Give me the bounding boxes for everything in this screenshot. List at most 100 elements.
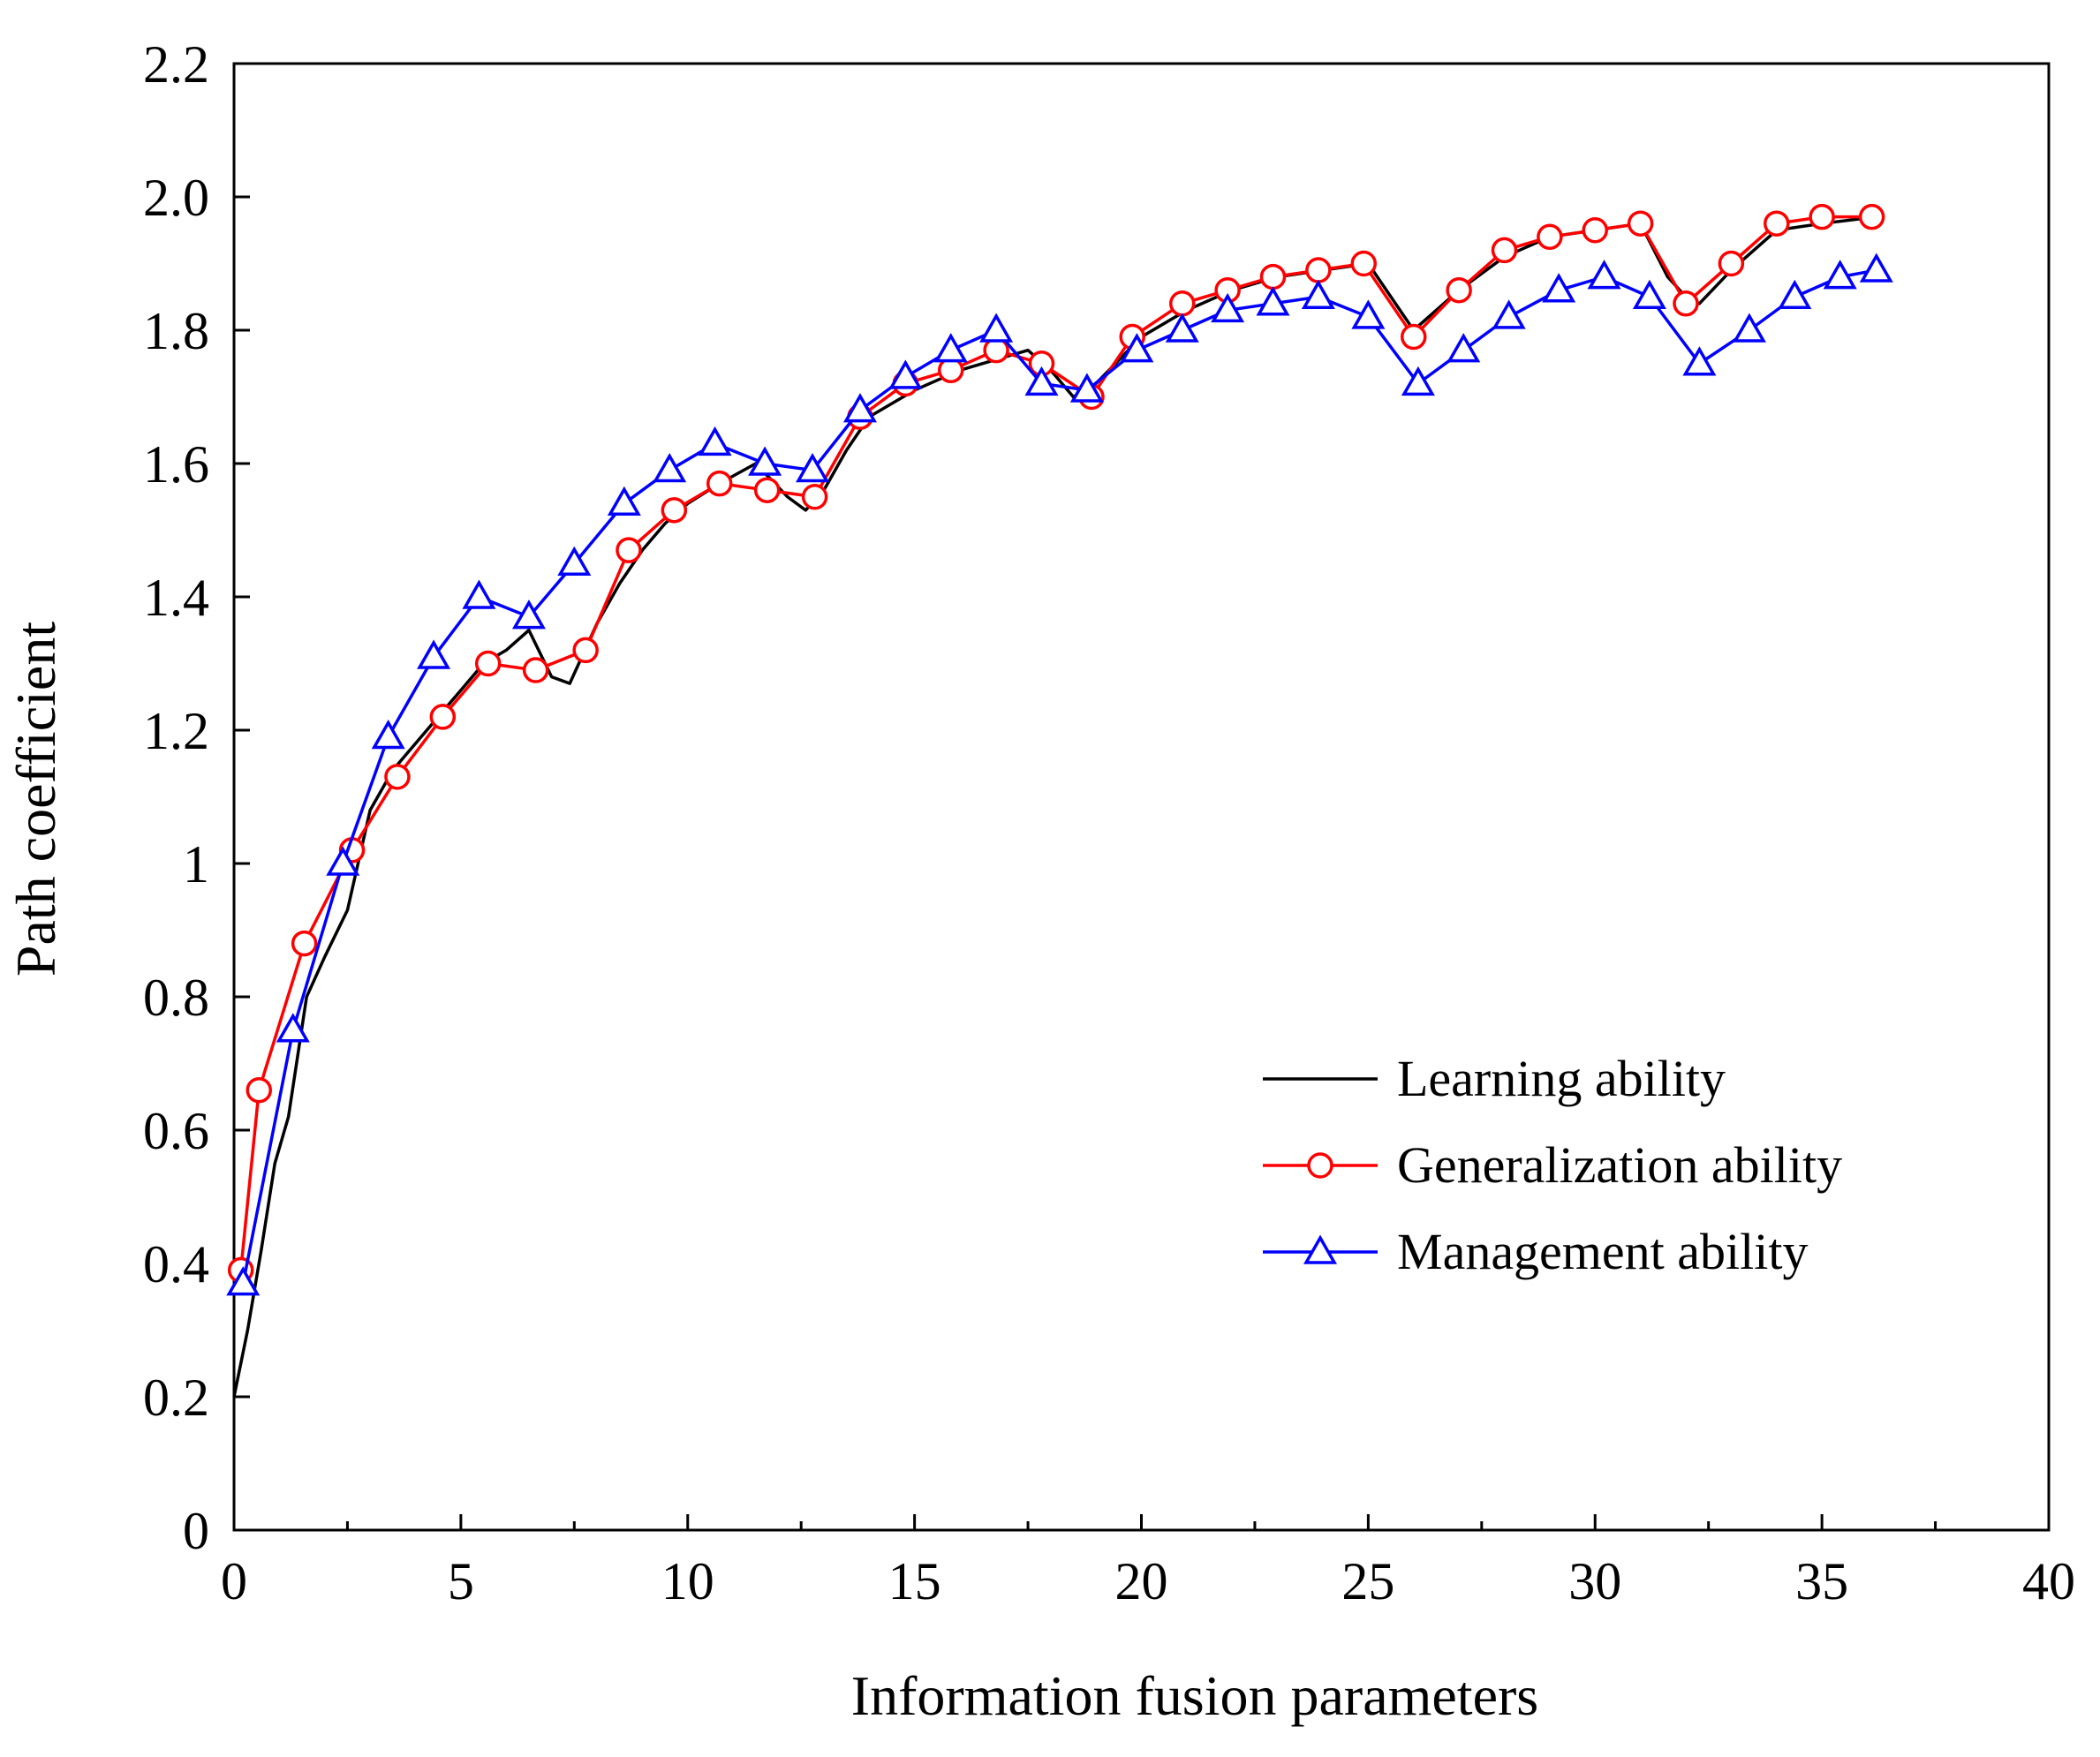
data-point-triangle bbox=[979, 313, 1014, 343]
data-point-triangle bbox=[1256, 286, 1290, 316]
legend-marker-swatch bbox=[1303, 1234, 1338, 1264]
data-point-triangle bbox=[1778, 279, 1812, 309]
data-point-circle bbox=[1673, 290, 1699, 317]
x-tick-label: 20 bbox=[1115, 1552, 1168, 1610]
x-tick-label: 40 bbox=[2022, 1552, 2075, 1610]
data-point-circle bbox=[1305, 257, 1332, 283]
data-point-circle bbox=[572, 637, 599, 664]
data-point-circle bbox=[616, 537, 642, 563]
data-point-triangle bbox=[1587, 260, 1621, 290]
x-tick-label: 30 bbox=[1568, 1552, 1621, 1610]
data-point-triangle bbox=[1069, 373, 1104, 403]
legend-marker-swatch bbox=[1307, 1152, 1333, 1179]
x-tick-label: 0 bbox=[221, 1552, 247, 1610]
data-point-circle bbox=[1168, 290, 1196, 317]
data-point-circle bbox=[429, 704, 457, 730]
y-tick-label: 0.4 bbox=[143, 1235, 209, 1293]
data-point-triangle bbox=[1401, 366, 1435, 396]
data-point-circle bbox=[246, 1076, 273, 1104]
data-point-circle bbox=[474, 650, 502, 677]
legend: Learning ability Generalization ability Ma… bbox=[1263, 1050, 1842, 1280]
data-point-triangle bbox=[1351, 299, 1386, 329]
y-tick-label: 1.4 bbox=[143, 569, 209, 627]
data-point-circle bbox=[661, 497, 688, 524]
data-point-circle bbox=[522, 657, 549, 683]
data-point-triangle bbox=[511, 599, 546, 630]
data-point-triangle bbox=[1823, 260, 1857, 290]
data-point-triangle bbox=[888, 359, 923, 389]
data-point-triangle bbox=[276, 1013, 310, 1043]
data-point-circle bbox=[1446, 276, 1472, 304]
y-tick-label: 0.8 bbox=[143, 969, 209, 1027]
data-point-circle bbox=[1259, 263, 1287, 290]
legend-entry: Generalization ability bbox=[1263, 1136, 1842, 1194]
data-point-circle bbox=[1401, 323, 1427, 351]
data-point-circle bbox=[706, 470, 733, 497]
data-point-circle bbox=[753, 477, 781, 503]
data-point-triangle bbox=[557, 546, 592, 576]
legend-entry: Learning ability bbox=[1263, 1050, 1726, 1107]
legend-entry: Management ability bbox=[1263, 1223, 1808, 1280]
data-point-triangle bbox=[1859, 253, 1893, 283]
legend-label: Management ability bbox=[1397, 1223, 1808, 1280]
data-point-circle bbox=[1350, 250, 1377, 277]
data-point-triangle bbox=[371, 720, 405, 750]
y-axis-title: Path coefficient bbox=[4, 622, 67, 977]
data-point-triangle bbox=[1632, 279, 1666, 309]
legend-label: Generalization ability bbox=[1397, 1136, 1842, 1194]
data-point-triangle bbox=[842, 393, 877, 423]
y-tick-label: 2.2 bbox=[143, 35, 209, 94]
data-point-circle bbox=[291, 930, 318, 957]
data-point-triangle bbox=[698, 426, 732, 456]
x-tick-label: 5 bbox=[448, 1552, 474, 1610]
y-tick-label: 1.6 bbox=[143, 435, 209, 494]
data-point-triangle bbox=[1732, 313, 1766, 343]
y-axis-ticks: 0 0.2 0.4 0.6 0.8 1 1.2 1.4 1.6 1.8 2.0 2.2 bbox=[143, 35, 250, 1560]
y-tick-label: 1.8 bbox=[143, 302, 209, 360]
data-point-triangle bbox=[607, 486, 641, 517]
data-point-circle bbox=[801, 484, 828, 510]
x-tick-label: 15 bbox=[888, 1552, 941, 1610]
series-management-ability bbox=[226, 253, 1893, 1296]
y-tick-label: 1.2 bbox=[143, 702, 209, 760]
data-point-circle bbox=[1582, 217, 1608, 244]
legend-label: Learning ability bbox=[1397, 1050, 1726, 1107]
y-tick-label: 0 bbox=[183, 1502, 209, 1560]
data-point-circle bbox=[1809, 203, 1835, 230]
y-tick-label: 1 bbox=[183, 835, 209, 894]
data-point-triangle bbox=[1447, 333, 1481, 363]
x-tick-label: 25 bbox=[1341, 1552, 1394, 1610]
data-point-triangle bbox=[1120, 333, 1154, 363]
data-point-circle bbox=[1858, 203, 1885, 230]
data-point-circle bbox=[1537, 223, 1563, 251]
data-point-triangle bbox=[796, 453, 830, 483]
y-tick-label: 2.0 bbox=[143, 169, 209, 227]
data-point-circle bbox=[1764, 210, 1790, 237]
x-tick-label: 35 bbox=[1795, 1552, 1848, 1610]
data-point-triangle bbox=[226, 1266, 261, 1296]
data-point-triangle bbox=[933, 333, 968, 363]
data-point-triangle bbox=[417, 639, 451, 669]
data-point-triangle bbox=[1682, 346, 1717, 376]
data-point-triangle bbox=[653, 453, 687, 483]
data-point-circle bbox=[1491, 237, 1518, 264]
data-point-triangle bbox=[326, 846, 360, 876]
data-point-triangle bbox=[1492, 299, 1526, 329]
data-point-circle bbox=[1627, 210, 1654, 237]
data-point-triangle bbox=[748, 446, 782, 476]
x-axis-ticks: 0 5 10 15 20 25 30 35 40 bbox=[221, 1514, 2075, 1610]
data-point-circle bbox=[384, 764, 411, 790]
data-point-triangle bbox=[1542, 273, 1576, 303]
y-tick-label: 0.2 bbox=[143, 1369, 209, 1427]
data-point-circle bbox=[1718, 250, 1745, 277]
data-point-triangle bbox=[462, 579, 496, 609]
data-point-triangle bbox=[1301, 279, 1335, 309]
series-layer bbox=[226, 203, 1893, 1398]
x-tick-label: 10 bbox=[661, 1552, 714, 1610]
data-point-triangle bbox=[1211, 292, 1245, 323]
data-point-triangle bbox=[1165, 313, 1199, 343]
x-axis-title: Information fusion parameters bbox=[851, 1664, 1538, 1727]
data-point-triangle bbox=[1024, 366, 1059, 396]
